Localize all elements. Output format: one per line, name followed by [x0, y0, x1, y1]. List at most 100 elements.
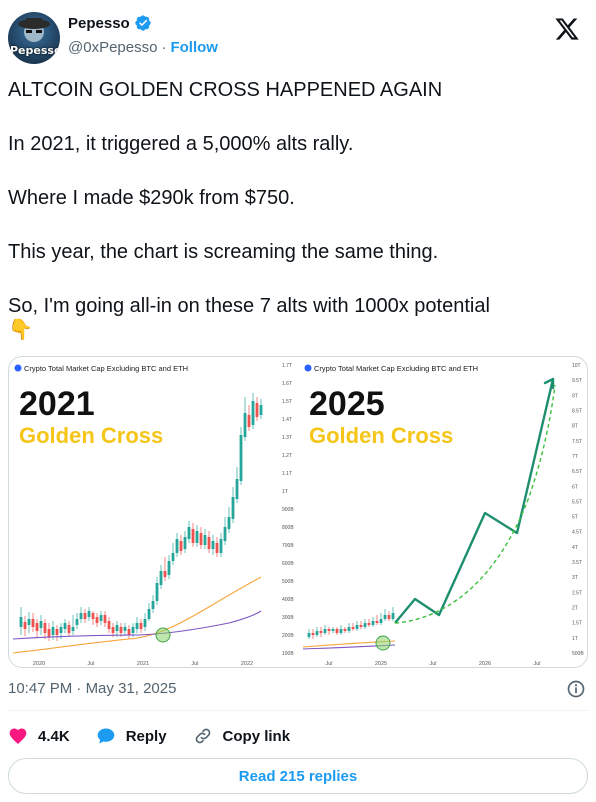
left-candle [87, 611, 91, 617]
left-candle [47, 629, 51, 637]
left-x-tick: Jul [87, 661, 94, 667]
left-y-tick: 500B [282, 579, 294, 585]
read-replies-button[interactable]: Read 215 replies [8, 758, 588, 794]
left-candle [119, 627, 123, 633]
tweet-text-line-3: Where I made $290k from $750. [8, 187, 295, 209]
divider [8, 710, 588, 711]
left-golden-cross-circle [155, 627, 171, 643]
left-candle [207, 537, 211, 549]
left-y-tick: 300B [282, 615, 294, 621]
reply-label: Reply [125, 727, 167, 745]
heart-icon [9, 728, 27, 744]
like-button[interactable]: 4.4K [8, 726, 70, 746]
left-candle [71, 627, 75, 631]
left-candle [75, 619, 79, 625]
left-y-tick: 900B [282, 507, 294, 513]
right-projection-solid-line [394, 378, 555, 624]
display-name[interactable]: Pepesso [68, 14, 130, 32]
left-x-tick: 2022 [241, 661, 253, 667]
right-y-tick: 4.5T [572, 530, 582, 536]
right-candle [319, 631, 323, 633]
left-candle [19, 617, 23, 627]
x-logo-icon[interactable] [554, 16, 580, 42]
right-candle [391, 613, 395, 619]
tweet-text-line-2: In 2021, it triggered a 5,000% alts rall… [8, 133, 354, 155]
reply-button[interactable]: Reply [96, 726, 167, 746]
left-x-tick: 2020 [33, 661, 45, 667]
right-candle [335, 629, 339, 633]
right-y-tick: 5.5T [572, 499, 582, 505]
right-candle [307, 633, 311, 637]
tweet-text-line-1: ALTCOIN GOLDEN CROSS HAPPENED AGAIN [8, 79, 443, 101]
right-y-tick: 7.5T [572, 439, 582, 445]
right-y-tick: 3.5T [572, 560, 582, 566]
left-candle [55, 629, 59, 635]
left-candle [215, 543, 219, 553]
left-candle [163, 571, 167, 577]
right-candle [383, 615, 387, 619]
left-candle [203, 535, 207, 545]
left-candle [171, 553, 175, 561]
follow-button[interactable]: Follow [170, 39, 218, 56]
left-candle [251, 401, 255, 425]
action-bar: 4.4K Reply Copy link [8, 722, 316, 750]
left-y-tick: 1.5T [282, 399, 292, 405]
right-x-tick: Jul [533, 661, 540, 667]
left-candle [255, 403, 259, 417]
left-candle [155, 583, 159, 601]
left-candle [67, 625, 71, 633]
link-icon [195, 728, 210, 744]
right-y-tick: 500B [572, 651, 584, 657]
left-year-title: 2021 [19, 385, 95, 423]
left-candle [143, 619, 147, 627]
right-y-tick: 7T [572, 454, 578, 460]
tweet-header: Pepesso Pepesso @0xPepesso · Follow [8, 8, 588, 64]
tweet-image[interactable]: Crypto Total Market Cap Excluding BTC an… [8, 356, 588, 668]
left-y-tick: 100B [282, 651, 294, 657]
timestamp[interactable]: 10:47 PM · May 31, 2025 [8, 680, 176, 697]
left-candle [79, 613, 83, 619]
left-x-tick: Jul [191, 661, 198, 667]
like-count: 4.4K [38, 727, 70, 745]
left-candle [83, 613, 87, 619]
right-y-tick: 10T [572, 363, 581, 369]
date: May 31, 2025 [85, 680, 177, 697]
right-y-tick: 3T [572, 575, 578, 581]
left-candle [199, 533, 203, 545]
left-source-label: Crypto Total Market Cap Excluding BTC an… [24, 364, 188, 373]
verified-badge-icon [135, 15, 151, 31]
right-candle [367, 623, 371, 625]
left-candle [35, 623, 39, 631]
left-y-tick: 1.2T [282, 453, 292, 459]
left-candle [115, 625, 119, 631]
info-icon[interactable] [566, 679, 586, 699]
copy-link-button[interactable]: Copy link [193, 726, 290, 746]
avatar[interactable]: Pepesso [8, 12, 60, 64]
handle[interactable]: @0xPepesso [68, 39, 158, 56]
right-candle [311, 633, 315, 635]
left-candle [191, 529, 195, 543]
right-candle [355, 625, 359, 629]
right-x-tick: 2026 [479, 661, 491, 667]
left-candle [211, 541, 215, 549]
left-candle [247, 415, 251, 427]
right-subtitle: Golden Cross [309, 423, 453, 448]
right-y-tick: 4T [572, 545, 578, 551]
right-y-tick: 2.5T [572, 590, 582, 596]
right-y-tick: 1.5T [572, 621, 582, 627]
left-candle [239, 435, 243, 481]
right-y-tick: 5T [572, 515, 578, 521]
right-y-tick: 1T [572, 636, 578, 642]
left-y-tick: 800B [282, 525, 294, 531]
right-source-logo-icon [304, 364, 312, 372]
right-candle [339, 629, 343, 633]
left-candle [187, 527, 191, 539]
left-candle [139, 623, 143, 629]
left-y-tick: 200B [282, 633, 294, 639]
left-candle [27, 619, 31, 625]
right-y-tick: 9T [572, 393, 578, 399]
left-candle [159, 571, 163, 585]
right-x-tick: 2025 [375, 661, 387, 667]
right-y-tick: 8.5T [572, 408, 582, 414]
left-x-tick: 2021 [137, 661, 149, 667]
